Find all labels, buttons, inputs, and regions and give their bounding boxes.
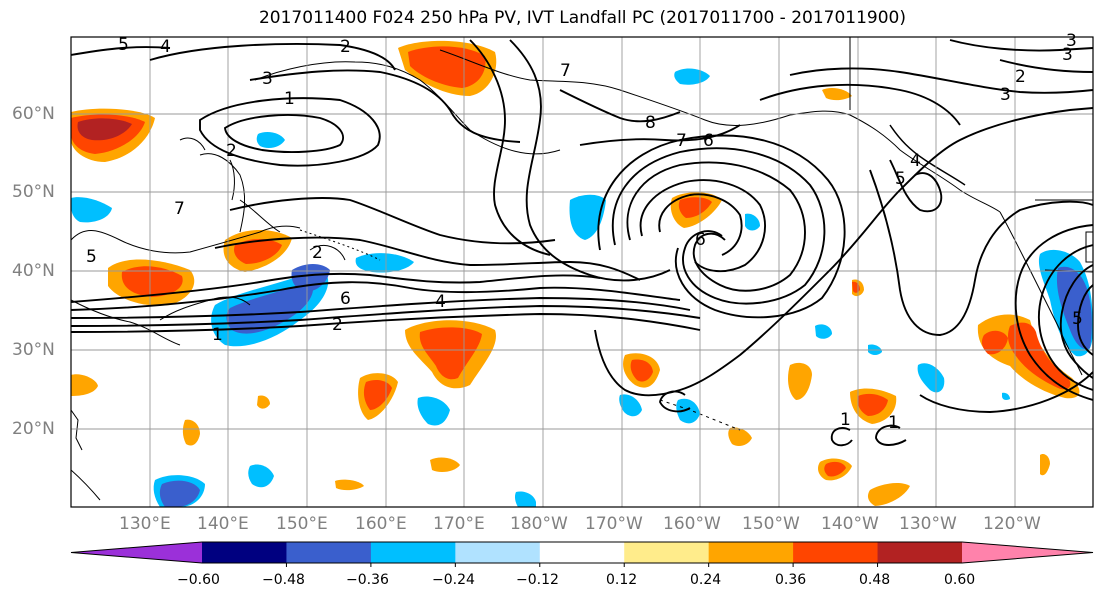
lat-label: 60°N (12, 104, 55, 124)
contour-label: 2 (226, 141, 237, 161)
contour-label: 2 (332, 315, 343, 335)
contour-label: 1 (212, 325, 223, 345)
contour-label: 4 (435, 292, 446, 312)
colorbar-swatch (71, 542, 202, 563)
colorbar-swatch (202, 542, 287, 563)
colorbar-tick-label: −0.12 (516, 572, 559, 588)
colorbar (70, 541, 1094, 567)
colorbar-swatch (539, 542, 625, 563)
lat-label: 20°N (12, 419, 55, 439)
map-title: 2017011400 F024 250 hPa PV, IVT Landfall… (258, 8, 906, 28)
lat-label: 40°N (12, 261, 55, 281)
colorbar-swatch (793, 542, 879, 563)
lon-label: 140°W (821, 514, 879, 534)
coastlines (71, 37, 1093, 501)
contour-label: 7 (174, 199, 185, 219)
colorbar-outline (70, 541, 1094, 564)
contour-label: 2 (312, 243, 323, 263)
graticule (71, 37, 1093, 507)
contour-label: 7 (676, 131, 687, 151)
colorbar-tick-label: −0.36 (346, 572, 389, 588)
colorbar-swatch (286, 542, 372, 563)
contour-label: 7 (560, 61, 571, 81)
pv-contours (71, 39, 1093, 447)
lon-label: 160°E (355, 514, 407, 534)
contour-label: 1 (888, 413, 899, 433)
lon-label: 170°E (433, 514, 485, 534)
lat-label: 30°N (12, 340, 55, 360)
colorbar-swatch (708, 542, 794, 563)
colorbar-tick-label: −0.60 (177, 572, 220, 588)
colorbar-swatch (370, 542, 456, 563)
contour-label: 2 (340, 37, 351, 57)
contour-labels: 5 4 2 3 1 2 2 7 8 7 6 5 4 6 6 4 2 1 7 1 … (86, 31, 1083, 433)
lon-label: 120°W (983, 514, 1041, 534)
lon-label: 150°E (276, 514, 328, 534)
contour-label: 4 (910, 151, 921, 171)
lon-label: 130°W (899, 514, 957, 534)
colorbar-swatch (877, 542, 963, 563)
lon-label: 170°W (585, 514, 643, 534)
contour-label: 5 (1072, 309, 1083, 329)
contour-label: 6 (340, 289, 351, 309)
colorbar-swatch (624, 542, 710, 563)
contour-label: 3 (262, 69, 273, 89)
map-border (70, 36, 1094, 508)
lat-label: 50°N (12, 182, 55, 202)
contour-label: 3 (1062, 45, 1073, 65)
lon-label: 160°W (663, 514, 721, 534)
contour-label: 6 (695, 230, 706, 250)
contour-label: 3 (1000, 85, 1011, 105)
lon-label: 140°E (197, 514, 249, 534)
contour-label: 2 (1015, 67, 1026, 87)
colorbar-tick-label: 0.36 (775, 572, 807, 588)
colorbar-tick-label: 0.24 (690, 572, 722, 588)
contour-label: 5 (895, 169, 906, 189)
colorbar-tick-label: 0.48 (859, 572, 891, 588)
contour-label: 1 (284, 89, 295, 109)
colorbar-swatch (962, 542, 1093, 563)
contour-label: 4 (160, 37, 171, 57)
contour-label: 8 (645, 113, 656, 133)
contour-label: 5 (118, 35, 129, 55)
contour-label: 3 (1066, 31, 1077, 51)
contour-label: 5 (86, 247, 97, 267)
colorbar-tick-label: −0.48 (262, 572, 305, 588)
colorbar-tick-label: −0.24 (432, 572, 475, 588)
contour-label: 1 (840, 410, 851, 430)
contour-label: 6 (703, 131, 714, 151)
lon-label: 180°W (510, 514, 568, 534)
colorbar-swatch (455, 542, 541, 563)
lon-label: 150°W (742, 514, 800, 534)
colorbar-tick-label: 0.12 (606, 572, 638, 588)
lon-label: 130°E (119, 514, 171, 534)
colorbar-tick-label: 0.60 (944, 572, 976, 588)
